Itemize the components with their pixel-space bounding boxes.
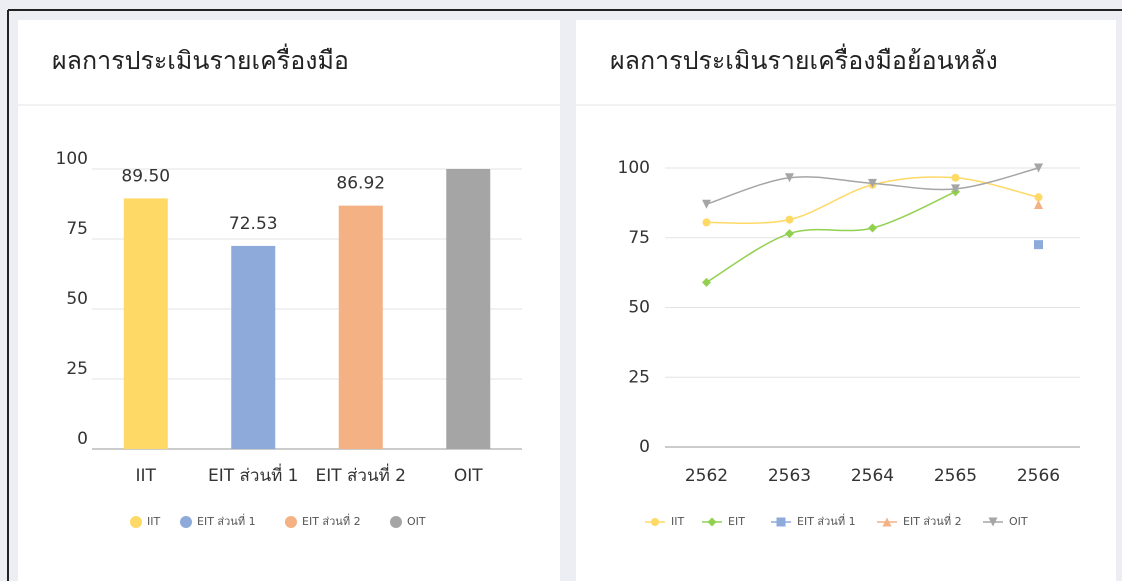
legend-label: EIT	[728, 515, 745, 528]
legend-swatch	[130, 516, 142, 528]
legend-label: EIT ส่วนที่ 1	[197, 513, 256, 528]
y-tick-label: 75	[628, 228, 650, 248]
legend-swatch	[180, 516, 192, 528]
marker	[951, 173, 960, 182]
marker	[1034, 199, 1043, 209]
marker	[785, 215, 794, 224]
legend-label: IIT	[147, 515, 160, 528]
card-title: ผลการประเมินรายเครื่องมือย้อนหลัง	[610, 43, 998, 75]
legend-marker	[882, 517, 892, 527]
y-tick-label: 0	[77, 429, 88, 449]
card-title: ผลการประเมินรายเครื่องมือ	[52, 43, 349, 75]
marker	[868, 223, 877, 233]
x-tick-label: EIT ส่วนที่ 1	[208, 463, 299, 486]
y-tick-label: 75	[66, 219, 88, 239]
series-line	[706, 191, 956, 284]
x-tick-label: 2566	[1017, 466, 1060, 486]
data-label: 89.50	[121, 166, 170, 186]
marker	[702, 218, 711, 227]
y-tick-label: 25	[66, 359, 88, 379]
legend-label: IIT	[671, 515, 684, 528]
bar	[338, 205, 383, 449]
legend-swatch	[285, 516, 297, 528]
marker	[702, 199, 711, 209]
x-tick-label: 2565	[934, 466, 977, 486]
y-tick-label: 100	[56, 149, 88, 169]
marker	[951, 184, 960, 194]
marker	[785, 229, 794, 239]
marker	[1034, 163, 1043, 173]
legend-label: EIT ส่วนที่ 2	[302, 513, 361, 528]
y-tick-label: 25	[628, 367, 650, 387]
y-tick-label: 50	[66, 289, 88, 309]
legend-label: EIT ส่วนที่ 2	[903, 513, 962, 528]
bar	[446, 169, 491, 449]
legend-marker	[651, 518, 659, 526]
legend-label: OIT	[407, 515, 426, 528]
legend-label: EIT ส่วนที่ 1	[797, 513, 856, 528]
x-tick-label: 2564	[851, 466, 894, 486]
x-tick-label: 2563	[768, 466, 811, 486]
marker	[868, 178, 877, 188]
bar	[231, 245, 276, 449]
data-label: 72.53	[229, 214, 278, 234]
legend-label: OIT	[1009, 515, 1028, 528]
marker	[1034, 193, 1043, 202]
legend-marker	[707, 517, 717, 527]
legend-marker	[776, 517, 786, 527]
marker	[785, 173, 794, 183]
x-tick-label: EIT ส่วนที่ 2	[315, 463, 406, 486]
x-tick-label: IIT	[136, 466, 157, 486]
x-tick-label: 2562	[685, 466, 728, 486]
y-tick-label: 50	[628, 298, 650, 318]
marker	[1034, 240, 1043, 250]
bar	[123, 198, 168, 449]
y-tick-label: 0	[639, 437, 650, 457]
card	[576, 20, 1116, 581]
legend-marker	[988, 517, 998, 527]
x-tick-label: OIT	[454, 466, 483, 486]
y-tick-label: 100	[618, 158, 650, 178]
marker	[702, 277, 711, 287]
legend-swatch	[390, 516, 402, 528]
data-label: 86.92	[336, 174, 385, 194]
